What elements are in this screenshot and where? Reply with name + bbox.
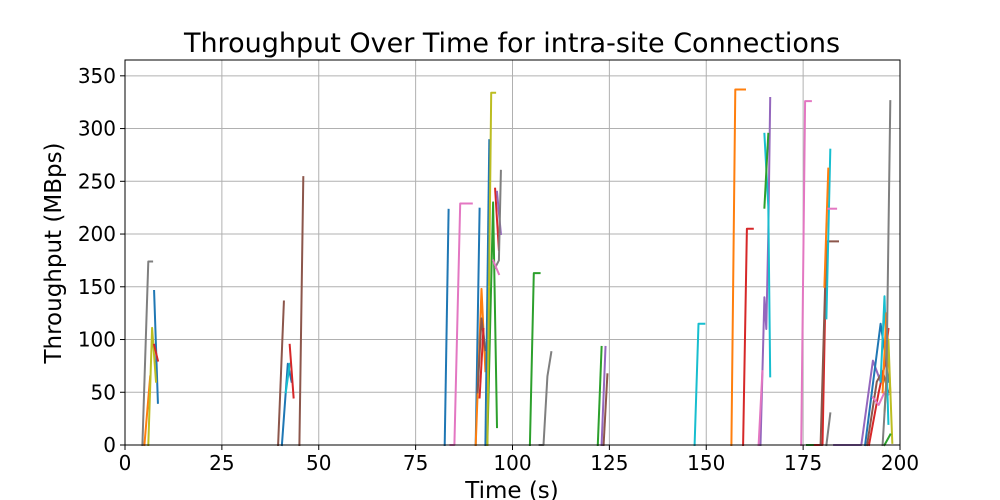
series-line-36	[800, 100, 812, 447]
y-tick-label: 50	[91, 380, 116, 404]
y-tick-label: 100	[78, 328, 116, 352]
series-line-11	[443, 208, 450, 447]
series-line-10	[298, 176, 305, 447]
series-line-9	[277, 300, 285, 447]
series-line-8	[288, 343, 295, 399]
series-line-34	[763, 132, 770, 209]
series-line-24	[528, 272, 541, 447]
x-tick-label: 100	[493, 451, 531, 475]
series-line-32	[759, 96, 772, 447]
series-line-29	[693, 322, 706, 447]
series-line-35	[757, 370, 764, 447]
series-line-19	[486, 91, 497, 447]
y-tick-label: 0	[103, 433, 116, 457]
x-axis-label: Time (s)	[464, 478, 559, 500]
series-line-17	[486, 201, 499, 447]
series-line-52	[881, 100, 892, 447]
x-tick-label: 200	[881, 451, 919, 475]
series-line-18	[484, 139, 491, 447]
series-line-4	[141, 260, 154, 447]
series-line-33	[763, 132, 772, 378]
series-line-16	[478, 327, 485, 399]
x-tick-label: 75	[403, 451, 428, 475]
series-line-3	[147, 326, 158, 447]
series-line-43	[825, 412, 832, 447]
series-line-41	[823, 167, 830, 288]
y-tick-label: 250	[78, 169, 116, 193]
y-tick-label: 150	[78, 275, 116, 299]
tick-layer: 0 25 50 75 100 125 150 175 200 0 50 100 150 200 250 300…	[78, 64, 919, 475]
series-line-7	[284, 362, 291, 394]
series-line-22	[493, 169, 502, 270]
series-line-30	[730, 88, 746, 447]
series-line-15	[476, 317, 487, 394]
series-line-28	[602, 373, 609, 447]
x-tick-label: 175	[784, 451, 822, 475]
series-line-23	[491, 259, 501, 276]
x-tick-label: 125	[590, 451, 628, 475]
y-tick-label: 350	[78, 64, 116, 88]
series-line-26	[596, 345, 603, 447]
y-tick-label: 200	[78, 222, 116, 246]
series-line-1	[153, 289, 159, 404]
series-line-53	[883, 433, 892, 447]
y-axis-label: Throughput (MBps)	[41, 142, 67, 364]
series-layer	[141, 88, 894, 447]
series-line-20	[494, 187, 500, 251]
series-line-6	[280, 362, 293, 447]
chart-title: Throughput Over Time for intra-site Conn…	[183, 28, 840, 59]
series-line-40	[825, 148, 832, 320]
y-tick-label: 300	[78, 117, 116, 141]
series-line-27	[600, 345, 607, 447]
series-line-5	[152, 343, 160, 362]
series-line-31	[742, 227, 754, 447]
x-tick-label: 150	[687, 451, 725, 475]
x-tick-label: 50	[306, 451, 331, 475]
x-tick-label: 0	[119, 451, 132, 475]
x-tick-label: 25	[209, 451, 234, 475]
